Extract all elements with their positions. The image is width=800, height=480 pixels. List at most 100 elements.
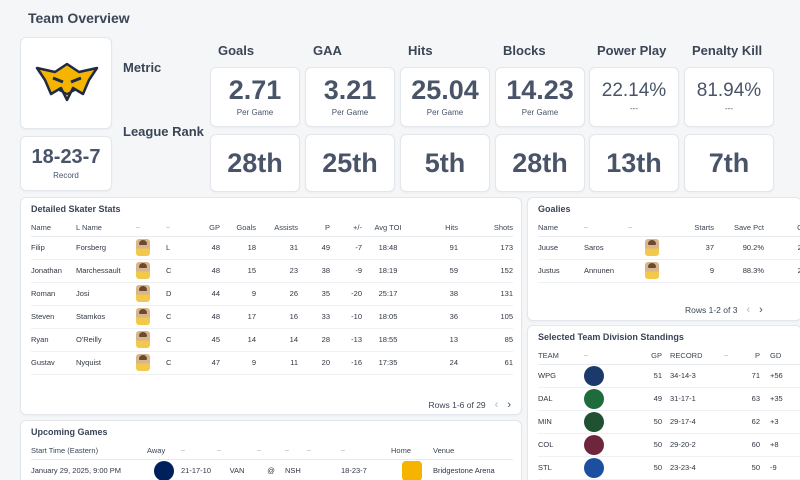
table-row[interactable]: Ryan O'Reilly C 45 14 14 28 -13 18:55 13…	[31, 328, 513, 352]
metric-sub: ---	[725, 104, 733, 113]
avg-toi: 18:19	[362, 259, 414, 283]
first-name: Jonathan	[31, 259, 76, 283]
plus-minus: -20	[330, 282, 362, 306]
upcoming-games-title: Upcoming Games	[31, 427, 108, 437]
col-header[interactable]: –	[217, 443, 257, 460]
metric-header-hits: Hits	[408, 43, 433, 58]
table-row[interactable]: Jonathan Marchessault C 48 15 23 38 -9 1…	[31, 259, 513, 283]
col-header[interactable]: Avg TOI	[362, 220, 414, 237]
col-header[interactable]: Venue	[433, 443, 513, 460]
col-header[interactable]: GP	[640, 348, 662, 365]
assists: 14	[256, 328, 298, 352]
canucks-logo-icon	[154, 460, 174, 480]
col-header[interactable]: P	[298, 220, 330, 237]
skater-stats-table: Name L Name – – GP Goals Assists P +/- A…	[31, 220, 513, 375]
rank-value: 5th	[424, 147, 466, 178]
first-name: Roman	[31, 282, 76, 306]
col-header[interactable]: Name	[31, 220, 76, 237]
shots: 105	[458, 305, 513, 329]
col-header[interactable]: Starts	[676, 220, 714, 237]
first-name: Justus	[538, 259, 584, 283]
col-header[interactable]: –	[628, 220, 676, 237]
col-header[interactable]: Hits	[414, 220, 458, 237]
record: 23-23-4	[662, 456, 712, 480]
metric-sub: Per Game	[236, 108, 274, 117]
table-row[interactable]: Filip Forsberg L 48 18 31 49 -7 18:48 91…	[31, 236, 513, 260]
position: L	[166, 236, 194, 260]
chevron-left-icon[interactable]: ‹	[746, 304, 751, 316]
metric-sub: Per Game	[331, 108, 369, 117]
position: C	[166, 305, 194, 329]
table-row[interactable]: DAL 49 31-17-1 63 +35	[538, 387, 800, 411]
table-row[interactable]: Justus Annunen 9 88.3% 2.6	[538, 259, 800, 283]
skater-stats-title: Detailed Skater Stats	[31, 204, 121, 214]
team-logo-icon	[584, 457, 604, 478]
col-header[interactable]: Start Time (Eastern)	[31, 443, 147, 460]
col-header[interactable]: –	[136, 220, 166, 237]
col-header[interactable]: Goals	[220, 220, 256, 237]
col-header[interactable]: –	[181, 443, 217, 460]
table-row[interactable]: Gustav Nyquist C 47 9 11 20 -16 17:35 24…	[31, 351, 513, 375]
chevron-left-icon[interactable]: ‹	[494, 399, 499, 411]
table-row[interactable]: Steven Stamkos C 48 17 16 33 -10 18:05 3…	[31, 305, 513, 329]
hits: 13	[414, 328, 458, 352]
col-header[interactable]: –	[285, 443, 307, 460]
metric-value: 25.04	[411, 75, 479, 105]
col-header[interactable]: GP	[194, 220, 220, 237]
last-name: O'Reilly	[76, 328, 136, 352]
standings-table: TEAM – GP RECORD – P GD WPG 51 34-14-3 71 +5…	[538, 348, 800, 480]
last-name: Forsberg	[76, 236, 136, 260]
col-header[interactable]: RECORD	[662, 348, 712, 365]
table-row[interactable]: January 29, 2025, 9:00 PM 21-17-10 VAN @…	[31, 459, 513, 480]
col-header[interactable]: Away	[147, 443, 181, 460]
position: C	[166, 259, 194, 283]
col-header[interactable]: P	[740, 348, 760, 365]
rank-value: 7th	[708, 147, 750, 178]
team-abbr: WPG	[538, 364, 584, 388]
standings-title: Selected Team Division Standings	[538, 332, 684, 342]
goal-diff: +8	[760, 433, 800, 457]
col-header[interactable]: –	[166, 220, 194, 237]
position: D	[166, 282, 194, 306]
rank-value: 28th	[227, 147, 283, 178]
col-header[interactable]: Save Pct	[714, 220, 764, 237]
col-header[interactable]: GD	[760, 348, 800, 365]
gp: 50	[640, 456, 662, 480]
col-header[interactable]: –	[712, 348, 740, 365]
table-row[interactable]: COL 50 29-20-2 60 +8	[538, 433, 800, 457]
record: 29-17-4	[662, 410, 712, 434]
chevron-right-icon[interactable]: ›	[507, 399, 511, 411]
metric-header-power-play: Power Play	[597, 43, 667, 58]
goalies-pager: Rows 1-2 of 3 ‹ ›	[685, 304, 763, 316]
first-name: Juuse	[538, 236, 584, 260]
chevron-right-icon[interactable]: ›	[759, 304, 763, 316]
col-header[interactable]: L Name	[76, 220, 136, 237]
col-header[interactable]: –	[584, 220, 628, 237]
goals: 17	[220, 305, 256, 329]
first-name: Gustav	[31, 351, 76, 375]
table-row[interactable]: Roman Josi D 44 9 26 35 -20 25:17 38 131	[31, 282, 513, 306]
col-header[interactable]: Name	[538, 220, 584, 237]
col-header[interactable]: –	[307, 443, 341, 460]
col-header[interactable]: Assists	[256, 220, 298, 237]
table-row[interactable]: STL 50 23-23-4 50 -9	[538, 456, 800, 480]
position: C	[166, 328, 194, 352]
col-header[interactable]: Home	[391, 443, 433, 460]
col-header[interactable]: –	[584, 348, 640, 365]
table-row[interactable]: MIN 50 29-17-4 62 +3	[538, 410, 800, 434]
table-row[interactable]: WPG 51 34-14-3 71 +56	[538, 364, 800, 388]
col-header[interactable]: –	[341, 443, 391, 460]
away-team: VAN	[217, 459, 257, 480]
table-row[interactable]: Juuse Saros 37 90.2% 2.6	[538, 236, 800, 260]
metric-value: 14.23	[506, 75, 574, 105]
col-header[interactable]: Shots	[458, 220, 513, 237]
col-header[interactable]: GA	[764, 220, 800, 237]
points: 20	[298, 351, 330, 375]
rank-value: 13th	[606, 147, 662, 178]
col-header[interactable]: TEAM	[538, 348, 584, 365]
plus-minus: -16	[330, 351, 362, 375]
goalies-card: Goalies Name – – Starts Save Pct GA Juus…	[527, 197, 800, 321]
col-header[interactable]: +/-	[330, 220, 362, 237]
plus-minus: -13	[330, 328, 362, 352]
col-header[interactable]: –	[257, 443, 285, 460]
